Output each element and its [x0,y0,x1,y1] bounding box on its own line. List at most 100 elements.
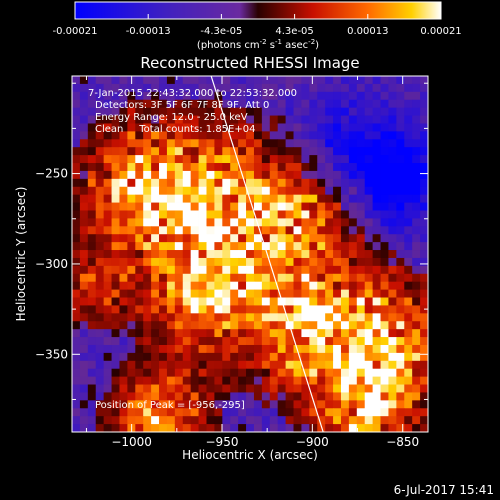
heatmap-cell [182,147,192,156]
heatmap-cell [309,305,318,314]
heatmap-cell [159,115,168,124]
heatmap-cell [190,76,199,85]
heatmap-cell [420,329,428,338]
heatmap-cell [151,337,160,346]
heatmap-cell [214,226,223,235]
heatmap-cell [143,83,152,93]
heatmap-cell [103,400,112,409]
heatmap-cell [420,76,428,85]
heatmap-cell [143,305,152,314]
heatmap-cell [230,202,239,211]
heatmap-cell [261,368,271,378]
heatmap-cell [246,115,255,124]
heatmap-cell [404,400,413,409]
heatmap-cell [372,155,381,164]
heatmap-cell [364,400,374,409]
heatmap-cell [159,329,168,338]
heatmap-cell [182,408,192,417]
heatmap-cell [388,257,397,267]
heatmap-cell [309,83,318,93]
heatmap-cell [79,329,89,338]
heatmap-cell [356,344,366,354]
heatmap-cell [253,416,263,425]
heatmap-cell [404,305,413,314]
heatmap-cell [356,218,366,227]
heatmap-cell [174,344,184,354]
heatmap-cell [269,289,279,298]
heatmap-cell [348,226,358,235]
heatmap-cell [293,210,302,219]
heatmap-cell [340,139,350,148]
heatmap-cell [214,273,223,283]
heatmap-cell [340,155,350,164]
heatmap-cell [222,305,231,314]
heatmap-cell [159,392,168,401]
heatmap-cell [246,376,255,385]
heatmap-cell [214,313,223,322]
heatmap-cell [79,194,89,203]
heatmap-cell [388,131,397,140]
heatmap-cell [87,234,97,243]
heatmap-cell [95,265,105,275]
heatmap-cell [238,297,247,306]
heatmap-cell [174,107,184,116]
heatmap-cell [119,139,128,148]
heatmap-cell [269,163,279,172]
heatmap-cell [238,344,247,354]
heatmap-cell [198,99,207,109]
heatmap-cell [103,281,112,290]
heatmap-cell [238,384,247,393]
heatmap-cell [356,400,366,409]
heatmap-cell [159,147,168,156]
heatmap-cell [103,107,112,116]
heatmap-cell [301,139,310,148]
heatmap-cell [261,384,271,393]
heatmap-cell [182,178,192,188]
heatmap-cell [151,91,160,101]
heatmap-cell [356,273,366,283]
heatmap-cell [364,265,374,275]
heatmap-cell [198,147,207,156]
heatmap-cell [285,123,294,132]
heatmap-cell [269,250,279,259]
heatmap-cell [198,178,207,188]
heatmap-cell [340,242,350,251]
heatmap-cell [151,202,160,211]
heatmap-cell [198,76,207,85]
heatmap-cell [238,376,247,385]
heatmap-cell [333,226,342,235]
heatmap-cell [174,321,184,330]
heatmap-cell [111,265,120,275]
heatmap-cell [206,313,215,322]
heatmap-cell [103,352,112,362]
heatmap-cell [412,273,421,283]
heatmap-cell [253,131,263,140]
heatmap-cell [388,218,397,227]
heatmap-cell [87,289,97,298]
heatmap-cell [325,155,334,164]
heatmap-cell [364,194,374,203]
heatmap-cell [253,76,263,85]
heatmap-cell [356,123,366,132]
heatmap-cell [309,281,318,290]
heatmap-cell [348,297,358,306]
heatmap-cell [412,281,421,290]
heatmap-cell [238,408,247,417]
heatmap-cell [111,210,120,219]
heatmap-cell [380,107,389,116]
heatmap-cell [127,123,136,132]
heatmap-cell [356,408,366,417]
heatmap-cell [143,115,152,124]
heatmap-cell [111,344,120,354]
heatmap-cell [269,313,279,322]
heatmap-cell [388,392,397,401]
heatmap-cell [238,313,247,322]
heatmap-cell [246,408,255,417]
heatmap-cell [230,265,239,275]
heatmap-cell [301,273,310,283]
heatmap-cell [103,416,112,425]
heatmap-cell [222,226,231,235]
heatmap-cell [285,257,294,267]
heatmap-cell [127,226,136,235]
heatmap-cell [198,115,207,124]
